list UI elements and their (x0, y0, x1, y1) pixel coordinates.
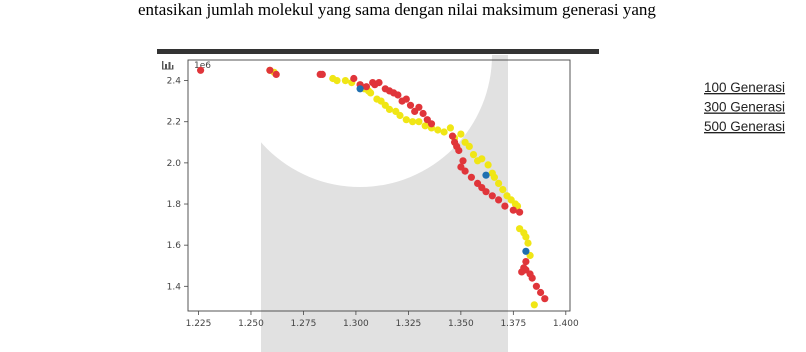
data-point (402, 95, 410, 103)
data-point (396, 111, 404, 120)
y-tick-label: 2.0 (167, 159, 182, 169)
x-tick-label: 1.300 (343, 319, 369, 329)
data-point (446, 124, 454, 132)
data-point (478, 155, 486, 163)
data-point (484, 161, 492, 169)
data-point (461, 167, 469, 175)
data-point (524, 239, 532, 247)
data-point (367, 89, 375, 97)
data-point (455, 146, 463, 155)
x-tick-label: 1.325 (396, 319, 422, 329)
data-point (266, 66, 274, 74)
data-point (197, 66, 205, 74)
data-point (375, 79, 383, 87)
document-rule (157, 49, 599, 54)
data-point (537, 288, 545, 297)
data-point (448, 132, 457, 140)
data-point (385, 105, 394, 113)
data-point (406, 101, 415, 109)
watermark-arc (228, 55, 492, 187)
x-tick-label: 1.400 (553, 319, 579, 329)
data-point (467, 173, 475, 181)
data-point (356, 85, 364, 93)
data-point (516, 208, 524, 216)
y-tick-label: 1.8 (167, 200, 182, 210)
x-tick-label: 1.250 (238, 319, 264, 329)
data-point (434, 126, 442, 134)
scatter-chart: 1e6 1.225 1.250 1.275 1.300 1.325 1.350 1.375 1… (162, 59, 579, 329)
data-point (402, 116, 410, 124)
data-point (528, 274, 536, 282)
data-point (541, 295, 549, 303)
data-point (272, 70, 280, 78)
data-points (197, 66, 549, 309)
data-point (350, 74, 358, 83)
data-point (318, 70, 326, 78)
series-100 (197, 66, 549, 303)
data-point (459, 157, 467, 165)
data-point (440, 128, 448, 136)
data-point (518, 268, 526, 276)
data-point (522, 247, 530, 255)
x-tick-label: 1.225 (186, 319, 212, 329)
data-point (495, 179, 503, 187)
y-tick-label: 1.4 (167, 282, 182, 292)
data-point (509, 206, 517, 214)
data-point (482, 171, 490, 179)
data-point (501, 202, 509, 210)
data-point (409, 118, 417, 126)
data-point (341, 77, 349, 85)
document-text-line: entasikan jumlah molekul yang sama denga… (0, 0, 806, 22)
x-tick-label: 1.275 (291, 319, 317, 329)
data-point (490, 173, 498, 181)
data-point (394, 91, 402, 99)
data-point (532, 282, 540, 290)
data-point (495, 196, 503, 204)
data-point (488, 192, 496, 200)
x-tick-label: 1.375 (500, 319, 526, 329)
data-point (415, 118, 423, 126)
series-300 (356, 85, 530, 255)
data-point (362, 83, 370, 91)
data-point (427, 120, 436, 128)
data-point (469, 151, 478, 159)
data-point (421, 122, 429, 130)
data-point (522, 233, 530, 241)
y-offset-label: 1e6 (194, 61, 211, 71)
data-point (415, 103, 423, 111)
bar-chart-icon[interactable] (162, 61, 174, 70)
y-tick-label: 2.2 (167, 118, 181, 128)
plot-frame (187, 59, 571, 312)
data-point (482, 188, 490, 196)
x-tick-label: 1.350 (448, 319, 474, 329)
plot-axes: 1.225 1.250 1.275 1.300 1.325 1.350 1.375 1.400… (167, 59, 579, 329)
y-tick-label: 2.4 (167, 77, 182, 87)
document-text: entasikan jumlah molekul yang sama denga… (138, 0, 656, 19)
data-point (499, 186, 507, 194)
data-point (522, 258, 530, 266)
data-point (419, 109, 427, 118)
data-point (457, 130, 465, 138)
data-point (465, 142, 473, 150)
y-tick-label: 1.6 (167, 241, 182, 251)
data-point (530, 301, 538, 309)
data-point (333, 77, 341, 85)
